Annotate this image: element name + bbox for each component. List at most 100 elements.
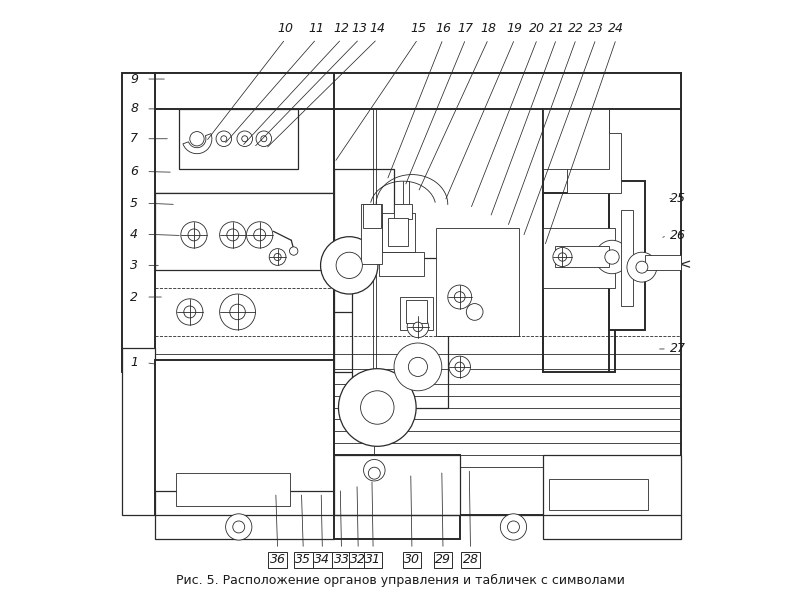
Circle shape (636, 261, 648, 273)
Bar (436, 229, 519, 336)
Circle shape (177, 299, 203, 325)
Text: 34: 34 (314, 553, 330, 566)
Text: 18: 18 (480, 22, 496, 35)
Circle shape (448, 285, 472, 309)
Text: Рис. 5. Расположение органов управления и табличек с символами: Рис. 5. Расположение органов управления … (175, 574, 625, 587)
Circle shape (274, 253, 281, 260)
Circle shape (338, 368, 416, 446)
Bar (555, 246, 609, 267)
Bar (334, 169, 394, 330)
Text: 9: 9 (130, 73, 138, 86)
Circle shape (256, 131, 271, 146)
Text: 13: 13 (351, 22, 367, 35)
Text: 32: 32 (350, 553, 366, 566)
Text: 3: 3 (130, 259, 138, 272)
Text: 27: 27 (670, 343, 686, 355)
Text: 10: 10 (278, 22, 294, 35)
Bar (609, 181, 645, 330)
Circle shape (605, 250, 619, 264)
Text: 2: 2 (130, 290, 138, 304)
Circle shape (290, 247, 298, 255)
Circle shape (242, 136, 248, 142)
Circle shape (230, 304, 246, 320)
Text: 36: 36 (270, 553, 286, 566)
Circle shape (455, 362, 465, 371)
Circle shape (408, 358, 427, 376)
Bar (543, 229, 615, 288)
Circle shape (181, 222, 207, 248)
Bar (543, 455, 681, 539)
Circle shape (216, 131, 231, 146)
Bar (352, 258, 448, 407)
Bar (179, 109, 298, 169)
Text: 7: 7 (130, 132, 138, 145)
Bar (122, 73, 155, 371)
Bar (400, 297, 433, 330)
Text: 33: 33 (334, 553, 350, 566)
Text: 28: 28 (462, 553, 478, 566)
Text: 15: 15 (410, 22, 426, 35)
Circle shape (500, 514, 526, 540)
Bar (543, 109, 609, 169)
Text: 12: 12 (334, 22, 350, 35)
Text: 30: 30 (404, 553, 420, 566)
Circle shape (413, 322, 422, 332)
Bar (176, 473, 290, 506)
Bar (155, 193, 334, 270)
Wedge shape (183, 134, 212, 154)
Circle shape (221, 136, 227, 142)
Bar (543, 193, 615, 371)
Circle shape (361, 391, 394, 424)
Circle shape (627, 252, 657, 282)
Text: 8: 8 (130, 103, 138, 115)
Text: 4: 4 (130, 228, 138, 241)
Bar (382, 214, 415, 252)
Bar (406, 300, 427, 323)
Text: 17: 17 (458, 22, 474, 35)
Text: 6: 6 (130, 165, 138, 178)
Bar (155, 73, 681, 109)
Circle shape (363, 460, 385, 481)
Circle shape (246, 222, 273, 248)
Circle shape (454, 292, 465, 302)
Text: 16: 16 (435, 22, 451, 35)
Text: 5: 5 (130, 197, 138, 210)
Circle shape (336, 252, 362, 278)
Bar (388, 218, 408, 246)
Bar (550, 479, 648, 510)
Circle shape (184, 306, 196, 318)
Circle shape (368, 467, 380, 479)
Bar (155, 360, 334, 515)
Text: 31: 31 (365, 553, 381, 566)
Bar (122, 348, 155, 515)
Circle shape (270, 248, 286, 265)
Bar (155, 491, 334, 539)
Bar (334, 455, 460, 539)
Bar (155, 73, 681, 515)
Bar (155, 73, 334, 371)
Text: 29: 29 (435, 553, 451, 566)
Text: 21: 21 (549, 22, 565, 35)
Circle shape (220, 222, 246, 248)
Circle shape (237, 131, 253, 146)
Text: 24: 24 (608, 22, 624, 35)
Bar (379, 252, 424, 276)
Text: 11: 11 (308, 22, 324, 35)
Circle shape (449, 356, 470, 377)
Text: 35: 35 (295, 553, 311, 566)
Text: 14: 14 (370, 22, 386, 35)
Text: 1: 1 (130, 356, 138, 369)
Bar (645, 255, 681, 270)
Bar (394, 205, 412, 220)
Circle shape (595, 240, 629, 274)
Circle shape (261, 136, 267, 142)
Bar (363, 205, 381, 229)
Circle shape (233, 521, 245, 533)
Bar (334, 312, 394, 371)
Circle shape (188, 229, 200, 241)
Circle shape (254, 229, 266, 241)
Circle shape (226, 514, 252, 540)
Circle shape (394, 343, 442, 391)
Circle shape (220, 294, 255, 330)
Bar (621, 211, 633, 306)
